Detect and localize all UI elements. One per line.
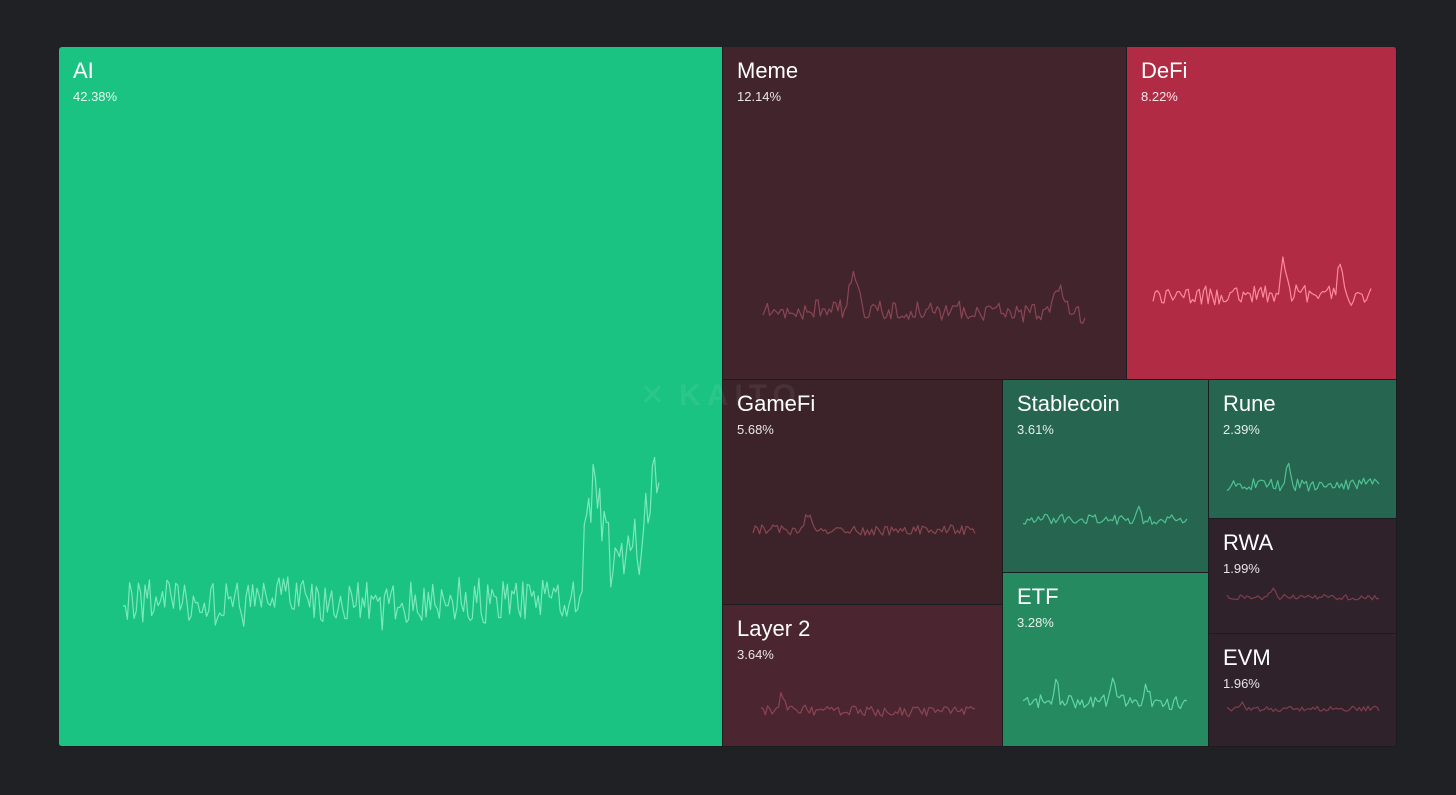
sparkline-layer-2 — [760, 691, 976, 718]
tile-name-rune: Rune — [1223, 391, 1276, 416]
sparkline-rune — [1226, 462, 1380, 492]
sparkline-meme — [762, 270, 1086, 324]
sparkline-etf — [1022, 677, 1188, 710]
sparkline-path-defi — [1152, 256, 1372, 306]
tile-share-defi: 8.22% — [1141, 89, 1178, 104]
sparkline-path-ai — [122, 456, 660, 631]
sparkline-path-evm — [1226, 701, 1380, 713]
tile-layer-2[interactable]: Layer 2 3.64% — [723, 605, 1003, 747]
sparkline-stablecoin — [1022, 505, 1188, 525]
sparkline-rwa — [1226, 587, 1380, 601]
watermark-logo: ✕ KAITO — [640, 378, 802, 413]
tile-name-evm: EVM — [1223, 645, 1271, 670]
tile-rwa[interactable]: RWA 1.99% — [1209, 519, 1397, 634]
tile-share-stablecoin: 3.61% — [1017, 422, 1054, 437]
tile-name-gamefi: GameFi — [737, 391, 816, 416]
tile-ai[interactable]: AI 42.38% — [59, 47, 723, 747]
sparkline-path-etf — [1022, 677, 1188, 710]
sparkline-path-meme — [762, 270, 1086, 324]
tile-name-meme: Meme — [737, 58, 799, 83]
sparkline-evm — [1226, 701, 1380, 713]
tile-gamefi[interactable]: GameFi 5.68% — [723, 380, 1003, 605]
tile-meme[interactable]: Meme 12.14% — [723, 47, 1127, 380]
tile-etf[interactable]: ETF 3.28% — [1003, 573, 1209, 747]
sparkline-gamefi — [752, 514, 976, 536]
tile-name-defi: DeFi — [1141, 58, 1188, 83]
tile-rune[interactable]: Rune 2.39% — [1209, 380, 1397, 519]
sparkline-path-layer-2 — [760, 691, 976, 718]
sparkline-path-stablecoin — [1022, 505, 1188, 525]
tile-share-evm: 1.96% — [1223, 676, 1260, 691]
sparkline-path-rwa — [1226, 587, 1380, 601]
tile-stablecoin[interactable]: Stablecoin 3.61% — [1003, 380, 1209, 573]
tile-share-ai: 42.38% — [73, 89, 118, 104]
tile-name-stablecoin: Stablecoin — [1017, 391, 1120, 416]
tile-share-meme: 12.14% — [737, 89, 782, 104]
tile-name-etf: ETF — [1017, 584, 1059, 609]
tile-defi[interactable]: DeFi 8.22% — [1127, 47, 1397, 380]
sparkline-path-gamefi — [752, 514, 976, 536]
tile-name-rwa: RWA — [1223, 530, 1274, 555]
tile-share-layer-2: 3.64% — [737, 647, 774, 662]
tile-share-rune: 2.39% — [1223, 422, 1260, 437]
watermark-text: KAITO — [679, 379, 802, 412]
kaito-logo-icon: ✕ — [640, 379, 672, 412]
tile-evm[interactable]: EVM 1.96% — [1209, 634, 1397, 747]
tile-name-ai: AI — [73, 58, 94, 83]
sparkline-defi — [1152, 256, 1372, 306]
tile-share-rwa: 1.99% — [1223, 561, 1260, 576]
tile-share-etf: 3.28% — [1017, 615, 1054, 630]
sparkline-path-rune — [1226, 462, 1380, 492]
tile-name-layer-2: Layer 2 — [737, 616, 811, 641]
tile-share-gamefi: 5.68% — [737, 422, 774, 437]
sparkline-ai — [122, 456, 660, 631]
